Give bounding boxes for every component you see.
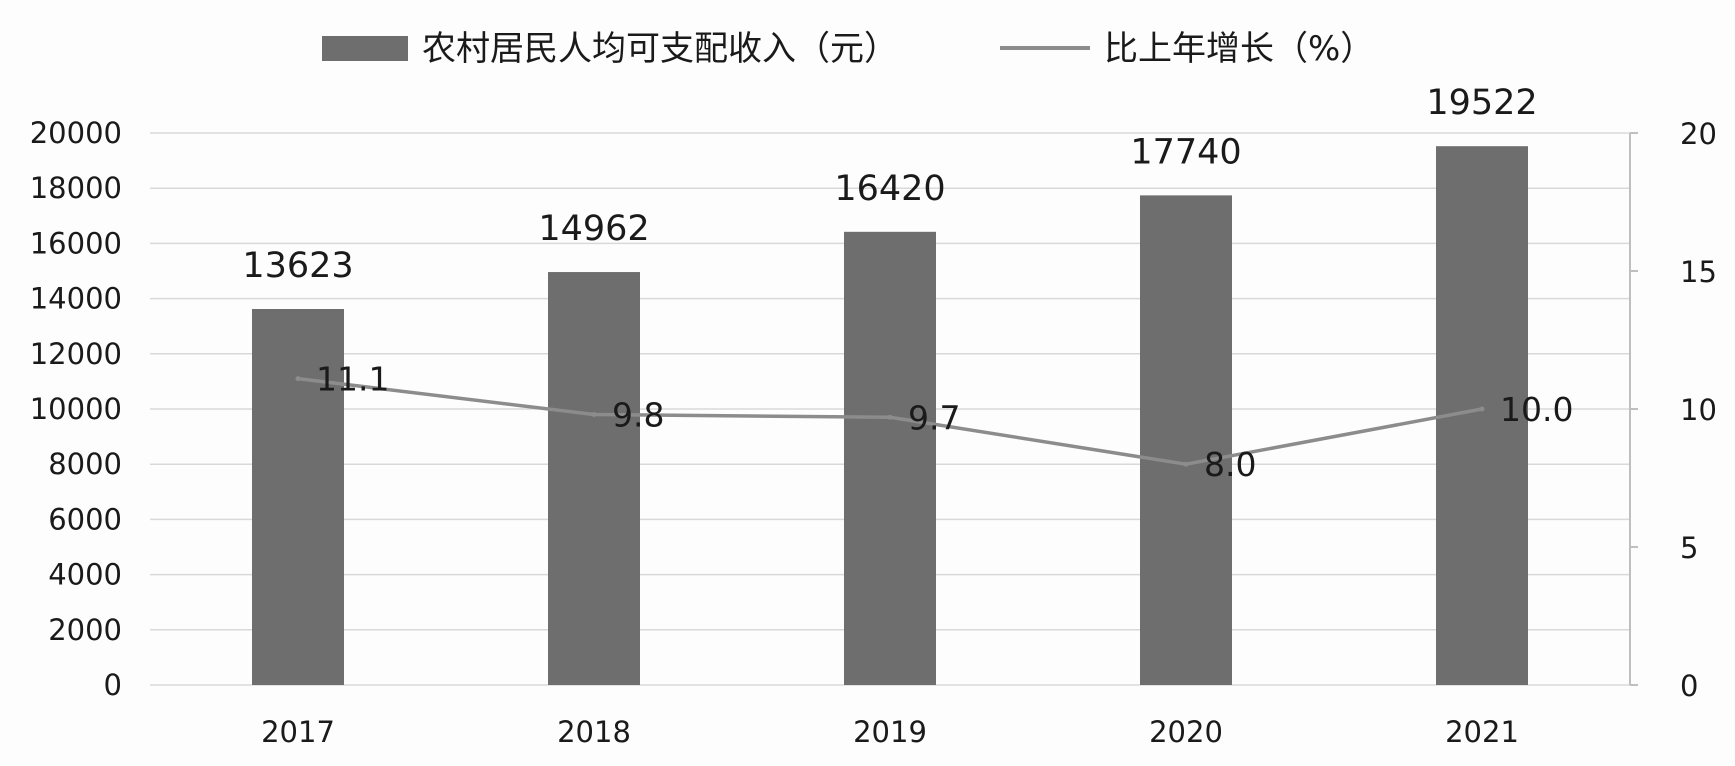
y-left-tick-label: 6000 (48, 502, 122, 536)
x-tick-label: 2019 (853, 715, 927, 749)
bar (1140, 195, 1232, 685)
y-right-tick-label: 20 (1680, 117, 1717, 151)
line-point (295, 376, 301, 382)
legend-bar-swatch (322, 36, 408, 61)
legend-line-label: 比上年增长（%） (1104, 29, 1374, 69)
y-left-tick-label: 4000 (48, 558, 122, 592)
line-data-label: 9.7 (908, 398, 960, 437)
line-point (591, 412, 597, 418)
bar-data-label: 17740 (1130, 132, 1241, 172)
bar-data-label: 19522 (1426, 83, 1537, 123)
bar-data-label: 14962 (538, 209, 649, 249)
line-data-label: 10.0 (1500, 390, 1573, 429)
y-left-tick-label: 16000 (30, 226, 122, 260)
y-left-tick-label: 10000 (30, 392, 122, 426)
y-left-tick-label: 14000 (30, 282, 122, 316)
line-data-label: 11.1 (316, 360, 389, 399)
x-tick-label: 2020 (1149, 715, 1223, 749)
x-tick-label: 2018 (557, 715, 631, 749)
x-tick-label: 2017 (261, 715, 335, 749)
bar-data-label: 16420 (834, 169, 945, 209)
line-data-label: 9.8 (612, 396, 664, 435)
bar (548, 272, 640, 685)
bar (844, 231, 936, 686)
y-left-tick-label: 8000 (48, 447, 122, 481)
legend-bar-label: 农村居民人均可支配收入（元） (422, 29, 898, 69)
y-right-tick-label: 10 (1680, 393, 1717, 427)
y-left-tick-label: 0 (104, 668, 122, 702)
y-right-tick-label: 5 (1680, 531, 1698, 565)
line-point (1183, 461, 1189, 467)
y-left-tick-label: 12000 (30, 337, 122, 371)
line-point (887, 414, 893, 420)
x-tick-label: 2021 (1445, 715, 1519, 749)
y-left-tick-label: 2000 (48, 613, 122, 647)
y-left-tick-label: 20000 (30, 116, 122, 150)
bar-data-label: 13623 (242, 246, 353, 286)
line-point (1479, 406, 1485, 412)
y-left-tick-label: 18000 (30, 171, 122, 205)
line-data-label: 8.0 (1204, 445, 1256, 484)
bar (252, 309, 344, 685)
y-right-tick-label: 15 (1680, 255, 1717, 289)
y-right-tick-label: 0 (1680, 669, 1698, 703)
